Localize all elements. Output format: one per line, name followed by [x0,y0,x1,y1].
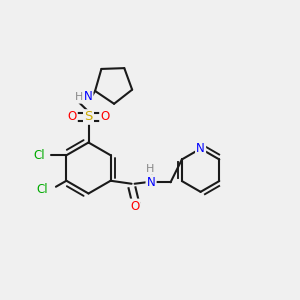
Text: O: O [68,110,76,124]
Text: Cl: Cl [34,149,45,162]
Text: N: N [147,176,155,189]
Text: O: O [100,110,109,124]
Text: N: N [83,90,92,103]
Text: S: S [84,110,93,124]
Text: O: O [130,200,139,213]
Text: N: N [196,142,205,155]
Text: H: H [146,164,154,174]
Text: H: H [75,92,84,103]
Text: Cl: Cl [37,183,48,196]
